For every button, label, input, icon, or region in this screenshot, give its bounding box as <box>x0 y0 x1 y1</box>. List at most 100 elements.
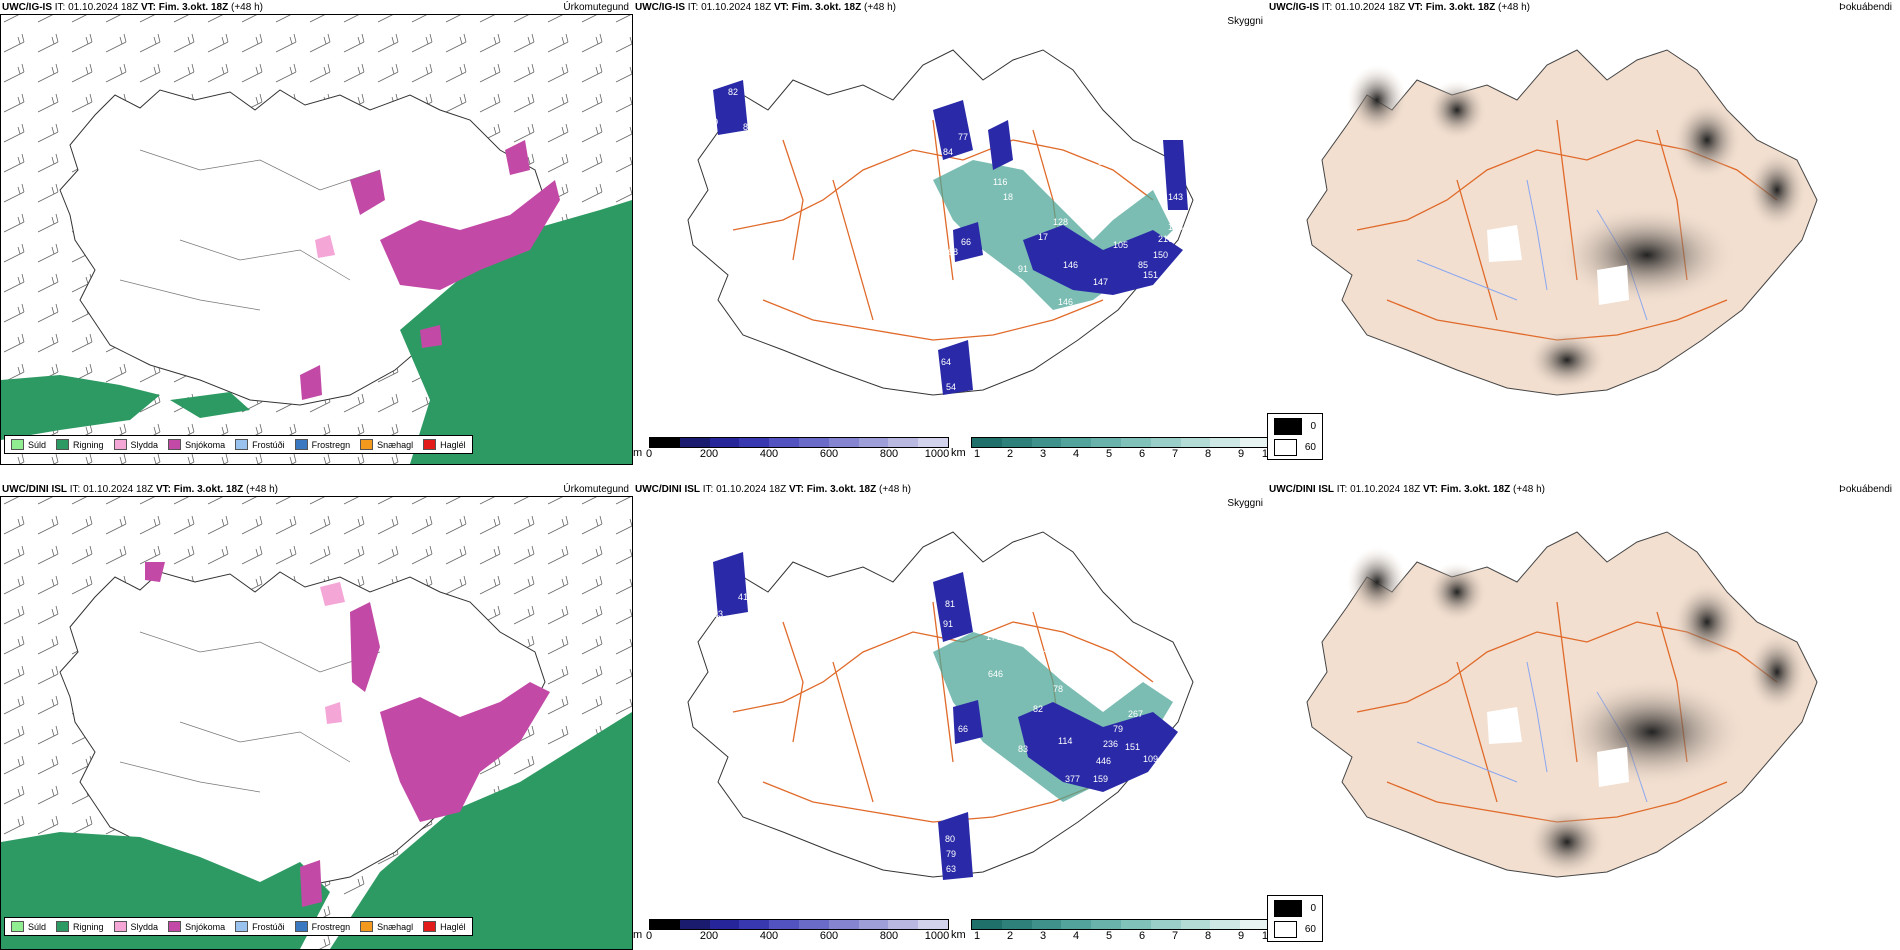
ceiling-label: 105 <box>1113 240 1128 250</box>
it-label: IT: <box>69 484 81 495</box>
visibility-colorbar-segment <box>1240 438 1267 447</box>
ceiling-label: 77 <box>958 132 968 142</box>
fog-legend-row: 0 <box>1274 418 1316 435</box>
ceiling-colorbar-segment <box>679 438 710 447</box>
ceiling-colorbar-segment <box>858 920 889 929</box>
visibility-tick: 6 <box>1138 448 1146 460</box>
ceiling-label: 68 <box>948 247 958 257</box>
visibility-colorbar-segment <box>1001 920 1032 929</box>
map-frame <box>0 14 633 465</box>
it-value: 01.10.2024 18Z <box>716 484 787 495</box>
visibility-tick: 1 <box>973 930 981 942</box>
ceiling-colorbar-segment <box>828 920 859 929</box>
ceiling-label: 114 <box>1058 736 1072 746</box>
ceiling-label: 103 <box>708 609 723 619</box>
legend-swatch <box>294 439 308 450</box>
rain-area-southwest <box>1 375 160 440</box>
visibility-tick: 2 <box>1006 448 1014 460</box>
ceiling-tick: 600 <box>819 930 839 942</box>
ceiling-label: 151 <box>1125 742 1140 752</box>
legend-item: Frostregn <box>294 439 350 450</box>
ceiling-label: 39 <box>743 624 753 634</box>
precip-type-panel-row2: UWC/DINI ISL IT: 01.10.2024 18Z VT: Fim.… <box>0 482 633 950</box>
ceiling-colorbar-bar <box>649 437 949 448</box>
ceiling-label: 150 <box>1153 250 1168 260</box>
legend-item: Snæhagl <box>360 439 413 450</box>
ceiling-label: 33 <box>1168 664 1178 674</box>
ceiling-label: 146 <box>1063 260 1078 270</box>
fog-map <box>1306 49 1818 396</box>
panel-title: Úrkomutegund <box>563 484 629 495</box>
panel-header: UWC/DINI ISL IT: 01.10.2024 18Z VT: Fim.… <box>1269 484 1545 495</box>
legend-swatch <box>423 439 437 450</box>
ceiling-label: 151 <box>1143 270 1158 280</box>
visibility-tick: 3 <box>1039 448 1047 460</box>
ceiling-colorbar-segment <box>739 438 770 447</box>
roads <box>732 601 1154 823</box>
ceiling-tick: 400 <box>759 448 779 460</box>
ceiling-colorbar-segment <box>828 438 859 447</box>
ceiling-label: 57 <box>1098 157 1108 167</box>
ceiling-colorbar-segment <box>650 920 680 929</box>
it-value: 01.10.2024 18Z <box>83 484 154 495</box>
ceiling-colorbar-segment <box>918 920 948 929</box>
ceiling-label: 58 <box>713 187 723 197</box>
visibility-colorbar-segment <box>1150 920 1181 929</box>
legend-item: Slydda <box>113 439 158 450</box>
ceiling-label: 145 <box>1078 794 1093 804</box>
ceiling-label: 646 <box>988 669 1003 679</box>
it-label: IT: <box>687 2 699 13</box>
legend-swatch <box>360 921 374 932</box>
vt-value: Fim. 3.okt. 18Z <box>791 2 862 13</box>
ceiling-colorbar-segment <box>769 920 799 929</box>
visibility-colorbar-segment <box>1120 920 1151 929</box>
ceiling-label: 27 <box>1063 192 1073 202</box>
ceiling-label: 446 <box>1096 756 1111 766</box>
ceiling-colorbar-segment <box>650 438 680 447</box>
legend-item: Snæhagl <box>360 921 413 932</box>
ceiling-label: 147 <box>1093 277 1108 287</box>
legend-swatch <box>168 439 182 450</box>
ceiling-colorbar-segment <box>858 438 889 447</box>
ceiling-colorbar: m 0 200 400 600 800 1000 <box>633 919 950 944</box>
ceiling-tick: 0 <box>645 930 653 942</box>
panel-title: Skyggni <box>1227 498 1263 509</box>
model-name: UWC/IG-IS <box>2 2 52 13</box>
legend-swatch <box>360 439 374 450</box>
fog-legend-row: 60 <box>1274 439 1316 456</box>
panel-title: Þokuábendi <box>1839 484 1892 495</box>
visibility-tick: 10 <box>1261 448 1267 460</box>
ceiling-label: 153 <box>1168 222 1183 232</box>
ceiling-label: 63 <box>946 864 956 874</box>
legend-swatch <box>11 921 24 932</box>
fog-swatch-black <box>1274 418 1303 435</box>
ceiling-ticks: 0 200 400 600 800 1000 <box>645 930 950 944</box>
visibility-tick: 5 <box>1105 930 1113 942</box>
visibility-colorbar: km 1 2 3 4 5 6 7 8 9 10 <box>951 919 1267 944</box>
visibility-ticks: 1 2 3 4 5 6 7 8 9 10 <box>971 930 1267 944</box>
vt-label: VT: <box>1422 484 1438 495</box>
ceiling-label: 143 <box>1168 192 1183 202</box>
legend-swatch <box>235 921 249 932</box>
ceiling-area-east <box>1018 702 1178 792</box>
ceiling-colorbar-segment <box>918 438 948 447</box>
visibility-tick: 5 <box>1105 448 1113 460</box>
ceiling-tick: 1000 <box>924 930 950 942</box>
ceiling-colorbar-segment <box>709 438 740 447</box>
visibility-colorbar-segment <box>1240 920 1267 929</box>
visibility-tick: 10 <box>1261 930 1267 942</box>
ceiling-colorbar-segment <box>739 920 770 929</box>
visibility-tick: 9 <box>1237 930 1245 942</box>
ceiling-label: 104 <box>1043 644 1058 654</box>
model-name: UWC/IG-IS <box>635 2 685 13</box>
precip-type-map <box>1 497 632 949</box>
it-label: IT: <box>702 484 714 495</box>
ceiling-label: 147 <box>1063 328 1078 338</box>
legend-item: Snjókoma <box>168 439 225 450</box>
model-name: UWC/DINI ISL <box>635 484 700 495</box>
ceiling-label: 116 <box>993 177 1007 187</box>
visibility-colorbar-segment <box>1180 920 1211 929</box>
ceiling-label: 85 <box>743 122 753 132</box>
snow-area-east <box>380 180 560 290</box>
visibility-colorbar-segment <box>1210 920 1241 929</box>
